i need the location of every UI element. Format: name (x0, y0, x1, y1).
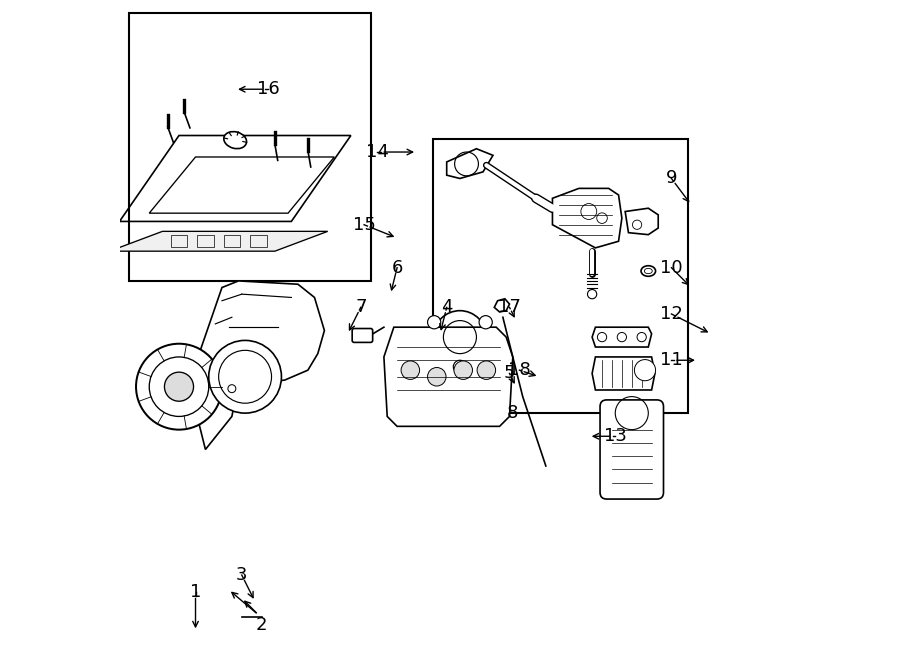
Text: 8: 8 (507, 404, 518, 422)
Circle shape (454, 361, 473, 379)
Text: 4: 4 (441, 298, 453, 317)
Circle shape (477, 361, 496, 379)
Polygon shape (384, 327, 513, 426)
Text: 12: 12 (660, 305, 683, 323)
FancyBboxPatch shape (352, 329, 373, 342)
Text: 18: 18 (508, 361, 531, 379)
Circle shape (588, 290, 597, 299)
Polygon shape (626, 208, 658, 235)
Text: 3: 3 (236, 566, 248, 584)
Text: 1: 1 (190, 582, 202, 601)
Circle shape (634, 360, 655, 381)
Text: 6: 6 (392, 258, 403, 277)
Circle shape (428, 368, 446, 386)
Polygon shape (592, 357, 655, 390)
Text: 14: 14 (366, 143, 389, 161)
Text: 17: 17 (498, 298, 521, 317)
Text: 9: 9 (666, 169, 677, 188)
Text: 11: 11 (660, 351, 683, 369)
Text: 13: 13 (604, 427, 626, 446)
Text: 2: 2 (256, 615, 267, 634)
Polygon shape (494, 299, 509, 312)
Circle shape (454, 360, 466, 373)
Circle shape (479, 316, 492, 329)
Circle shape (401, 361, 419, 379)
Text: 16: 16 (256, 80, 280, 98)
Circle shape (434, 311, 486, 364)
Polygon shape (592, 327, 652, 347)
Ellipse shape (641, 266, 655, 276)
Text: 7: 7 (355, 298, 366, 317)
Text: 10: 10 (660, 258, 683, 277)
Circle shape (223, 380, 240, 397)
FancyBboxPatch shape (600, 400, 663, 499)
Polygon shape (189, 281, 324, 449)
Circle shape (428, 316, 441, 329)
Polygon shape (446, 149, 493, 178)
Ellipse shape (224, 132, 247, 149)
Circle shape (165, 372, 194, 401)
Text: 5: 5 (504, 364, 515, 383)
Bar (130, 13, 371, 281)
Circle shape (136, 344, 222, 430)
Polygon shape (553, 188, 622, 248)
Bar (434, 139, 688, 413)
Polygon shape (493, 347, 509, 370)
Text: 15: 15 (353, 215, 375, 234)
Circle shape (209, 340, 282, 413)
Polygon shape (110, 231, 328, 251)
